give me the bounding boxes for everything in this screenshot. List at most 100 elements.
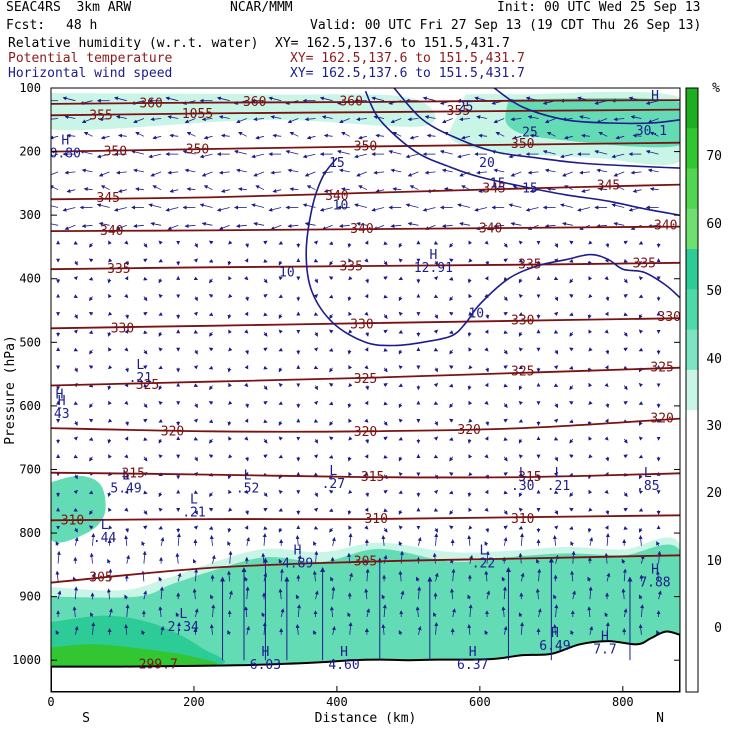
wind-vector-859 [588, 507, 593, 512]
wind-vector-44 [184, 118, 196, 124]
wind-vector-305 [347, 243, 352, 248]
wind-vector-428 [605, 296, 610, 302]
theta-contour-345 [51, 183, 680, 201]
wind-vector-298 [228, 240, 233, 245]
init-time: Init: 00 UTC Wed 25 Sep 13 [497, 0, 701, 15]
wind-vector-229 [268, 207, 282, 212]
wind-vector-1032 [467, 594, 472, 600]
wind-vector-165 [407, 171, 419, 177]
wind-vector-57 [407, 117, 419, 122]
wind-vector-414 [364, 293, 369, 299]
wind-vector-226 [216, 207, 230, 212]
wind-vector-59 [441, 118, 453, 124]
wind-vector-244 [525, 207, 539, 212]
wind-vector-1082 [91, 622, 96, 635]
wind-vector-925 [484, 541, 489, 546]
wind-vector-486 [365, 332, 370, 337]
wind-vector-141 [611, 153, 625, 159]
wind-vector-857 [554, 510, 558, 515]
wind-vector-961 [485, 550, 490, 564]
wind-vector-497 [553, 329, 559, 334]
wind-vector-822 [569, 492, 574, 498]
wind-vector-79 [169, 133, 179, 138]
wind-vector-104 [598, 131, 608, 137]
wind-vector-1070 [501, 606, 506, 618]
wind-vector-585 [209, 385, 214, 391]
wind-vector-150 [150, 171, 162, 177]
wind-vector-815 [448, 490, 454, 495]
wind-vector-293 [143, 242, 148, 248]
wind-vector-78 [152, 135, 162, 140]
wind-vector-639 [518, 400, 523, 406]
wind-vector-847 [383, 508, 388, 513]
wind-vector-944 [193, 558, 197, 564]
wind-vector-707 [448, 437, 454, 441]
wind-vector-823 [588, 489, 593, 495]
wind-vector-591 [314, 385, 318, 391]
wind-vector-673 [485, 421, 490, 426]
wind-vector-448 [329, 314, 334, 319]
wind-vector-836 [194, 510, 198, 515]
wind-vector-1039 [588, 586, 593, 600]
extremum-kind-12: L [480, 543, 488, 558]
wind-vector-877 [278, 527, 283, 533]
wind-vector-796 [124, 489, 129, 495]
wind-vector-886 [434, 527, 438, 533]
wind-vector-433 [74, 314, 78, 320]
wind-vector-408 [263, 294, 268, 298]
wind-vector-161 [339, 168, 350, 173]
wind-vector-429 [623, 294, 628, 298]
wind-vector-10 [216, 96, 230, 102]
wind-vector-1018 [228, 590, 233, 600]
wind-vector-628 [328, 401, 334, 406]
wind-vector-49 [270, 115, 282, 120]
wind-vector-257 [133, 223, 144, 228]
wind-vector-832 [124, 507, 129, 512]
wind-vector-805 [278, 489, 283, 495]
wind-vector-872 [193, 525, 198, 530]
y-tick-label-4: 500 [19, 335, 41, 349]
wind-vector-262 [218, 224, 230, 230]
theta-label-27: 325 [354, 372, 377, 387]
wind-vector-742 [433, 454, 439, 459]
wind-vector-445 [278, 314, 283, 320]
wind-vector-376 [328, 276, 334, 281]
wind-vector-695 [244, 436, 249, 441]
wind-vector-70 [630, 115, 642, 120]
wind-label-9: 30.1 [636, 124, 667, 139]
wind-vector-943 [175, 552, 180, 564]
theta-label-13: 345 [597, 178, 620, 193]
wind-vector-209 [546, 187, 556, 192]
wind-vector-164 [390, 168, 402, 173]
wind-vector-492 [467, 332, 472, 337]
wind-vector-745 [484, 454, 489, 459]
wind-vector-814 [433, 489, 439, 495]
wind-vector-889 [485, 527, 490, 533]
wind-vector-145 [64, 170, 76, 175]
wind-vector-50 [287, 118, 299, 124]
wind-vector-879 [313, 525, 319, 530]
wind-vector-46 [218, 115, 230, 120]
wind-vector-696 [263, 438, 268, 444]
wind-vector-480 [263, 331, 268, 337]
wind-vector-613 [73, 401, 79, 405]
wind-vector-320 [605, 243, 610, 248]
wind-vector-625 [278, 401, 283, 405]
x-axis-start-label: S [82, 711, 90, 726]
wind-vector-234 [354, 203, 367, 208]
wind-vector-366 [158, 278, 163, 284]
wind-vector-186 [152, 185, 162, 191]
wind-vector-225 [199, 203, 213, 208]
wind-vector-588 [263, 385, 268, 391]
wind-vector-84 [255, 135, 265, 140]
wind-vector-975 [108, 568, 113, 582]
wind-vector-425 [554, 296, 558, 302]
wind-vector-675 [518, 418, 524, 423]
theta-label-0: 360 [139, 96, 162, 111]
wind-vector-644 [605, 403, 610, 409]
wind-vector-929 [552, 535, 557, 546]
wind-vector-201 [409, 185, 419, 191]
wind-vector-203 [443, 187, 453, 192]
wind-vector-829 [73, 507, 79, 512]
extremum-kind-22: H [651, 89, 659, 104]
